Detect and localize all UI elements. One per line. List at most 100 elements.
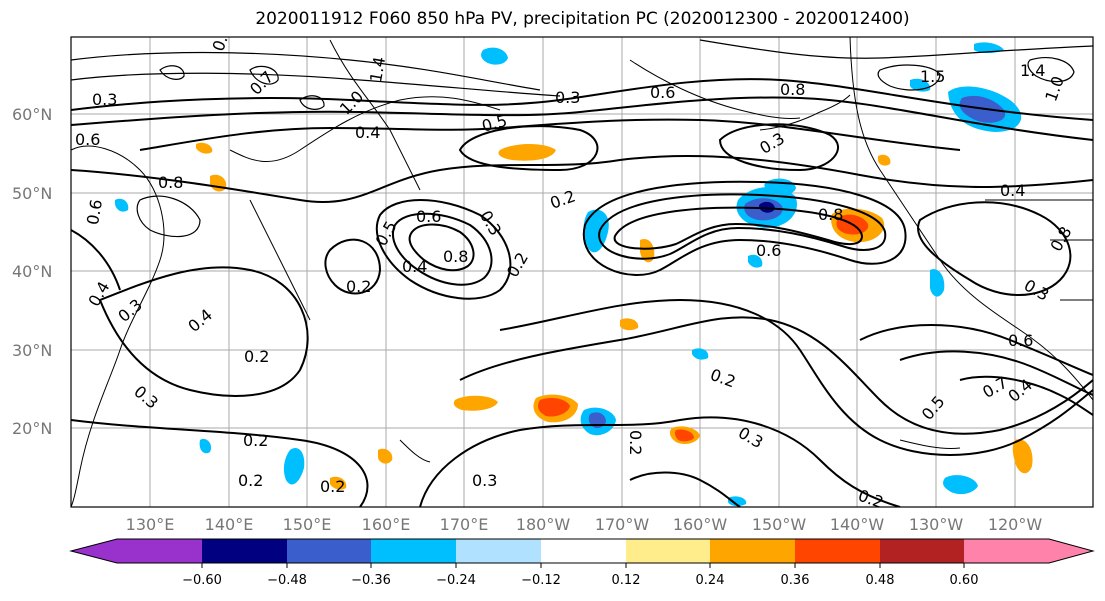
contour-label: 0.3 <box>555 88 580 107</box>
precip-blob <box>283 448 305 485</box>
precip-blob <box>878 154 891 166</box>
precip-blob <box>378 448 393 464</box>
lat-labels: 60°N 50°N 40°N 30°N 20°N <box>12 105 52 438</box>
precip-blob <box>583 209 609 253</box>
lon-label: 170°W <box>595 515 650 534</box>
precip-blob <box>481 47 508 65</box>
colorbar-segment <box>710 539 795 563</box>
lon-label: 170°E <box>440 515 489 534</box>
contour-label: 0.2 <box>626 430 645 455</box>
precip-blob <box>758 201 775 213</box>
pv-contours-thin <box>71 39 1093 238</box>
contour-labels: 0.8 0.7 0.3 0.6 1.0 1.4 0.4 0.5 0.3 0.6 … <box>75 37 1076 513</box>
map-frame <box>70 36 1094 508</box>
pv-contours <box>71 78 1093 507</box>
contour-label: 0.6 <box>650 83 675 102</box>
contour-label: 1.4 <box>1020 61 1045 80</box>
precip-blob <box>498 144 556 161</box>
lon-label: 140°E <box>205 515 254 534</box>
precip-blob <box>1012 439 1033 474</box>
contour-label: 0.3 <box>472 471 497 490</box>
lat-label: 20°N <box>12 419 52 438</box>
lon-label: 160°W <box>673 515 728 534</box>
lon-label: 120°W <box>988 515 1043 534</box>
colorbar-tick-label: 0.36 <box>781 573 810 588</box>
colorbar-segment <box>964 539 1049 563</box>
lat-label: 30°N <box>12 341 52 360</box>
colorbar-tick-label: 0.48 <box>866 573 895 588</box>
contour-label: 1.5 <box>920 67 945 86</box>
colorbar-segment <box>287 539 371 563</box>
precip-blob <box>115 198 129 212</box>
precip-blob <box>974 42 1004 53</box>
precip-blob <box>748 254 763 268</box>
contour-label: 1.4 <box>366 55 389 83</box>
colorbar-segment <box>371 539 456 563</box>
lon-label: 150°E <box>283 515 332 534</box>
colorbar-tick-label: 0.60 <box>950 573 979 588</box>
colorbar-segment <box>626 539 710 563</box>
colorbar-tick-label: −0.12 <box>521 573 561 588</box>
precip-blob <box>620 318 639 331</box>
colorbar-tick-label: −0.24 <box>436 573 476 588</box>
lon-label: 140°W <box>830 515 885 534</box>
colorbar-extend-max <box>1049 539 1093 563</box>
precip-blob <box>453 395 498 411</box>
precip-blob <box>538 398 570 417</box>
contour-label: 0.4 <box>1000 181 1025 200</box>
contour-label: 0.2 <box>856 486 886 513</box>
contour-label: 0.2 <box>320 477 345 496</box>
lon-label: 160°E <box>362 515 411 534</box>
colorbar-segment <box>795 539 880 563</box>
contour-label: 0.2 <box>244 347 269 366</box>
contour-label: 0.6 <box>1008 331 1033 350</box>
lat-label: 40°N <box>12 262 52 281</box>
colorbar-tick-label: 0.24 <box>696 573 725 588</box>
lat-label: 50°N <box>12 184 52 203</box>
colorbar-tick-label: −0.60 <box>182 573 222 588</box>
precip-blob <box>640 238 655 263</box>
contour-label: 0.6 <box>83 198 106 226</box>
contour-label: 0.8 <box>818 205 843 224</box>
colorbar-tick-label: 0.12 <box>612 573 641 588</box>
contour-label: 0.3 <box>92 90 117 109</box>
lat-label: 60°N <box>12 105 52 124</box>
lon-label: 180°W <box>516 515 571 534</box>
lon-labels: 130°E 140°E 150°E 160°E 170°E 180°W 170°… <box>126 515 1043 534</box>
contour-label: 0.4 <box>402 257 427 276</box>
coastlines <box>71 37 1093 507</box>
colorbar-outline <box>69 538 1095 564</box>
lon-label: 150°W <box>752 515 807 534</box>
precip-blob <box>330 476 347 490</box>
precip-blob <box>728 496 747 507</box>
colorbar-segment <box>117 539 202 563</box>
precip-blob <box>196 142 213 154</box>
contour-label: 0.6 <box>416 207 441 226</box>
colorbar-segment <box>541 539 626 563</box>
colorbar-segment <box>456 539 541 563</box>
precip-blob <box>199 438 212 454</box>
precip-blob <box>674 429 694 442</box>
colorbar-segment <box>202 539 287 563</box>
map-title: 2020011912 F060 850 hPa PV, precipitatio… <box>255 9 910 29</box>
colorbar-extend-min <box>71 539 117 563</box>
lon-label: 130°W <box>909 515 964 534</box>
precip-blob <box>930 269 945 297</box>
contour-label: 0.2 <box>243 431 268 450</box>
contour-label: 0.8 <box>158 173 183 192</box>
colorbar: −0.60 −0.48 −0.36 −0.24 −0.12 0.12 0.24 … <box>69 538 1095 588</box>
precip-blob <box>943 475 978 495</box>
contour-label: 0.8 <box>780 80 805 99</box>
contour-label: 0.2 <box>346 277 371 296</box>
colorbar-segment <box>880 539 964 563</box>
contour-label: 0.8 <box>443 247 468 266</box>
colorbar-tick-label: −0.48 <box>267 573 307 588</box>
contour-label: 0.6 <box>756 241 781 260</box>
lon-label: 130°E <box>126 515 175 534</box>
contour-label: 0.2 <box>238 471 263 490</box>
contour-label: 0.6 <box>75 130 100 149</box>
map-area <box>71 37 1093 507</box>
precip-blob <box>692 348 709 360</box>
colorbar-tick-label: −0.36 <box>351 573 391 588</box>
